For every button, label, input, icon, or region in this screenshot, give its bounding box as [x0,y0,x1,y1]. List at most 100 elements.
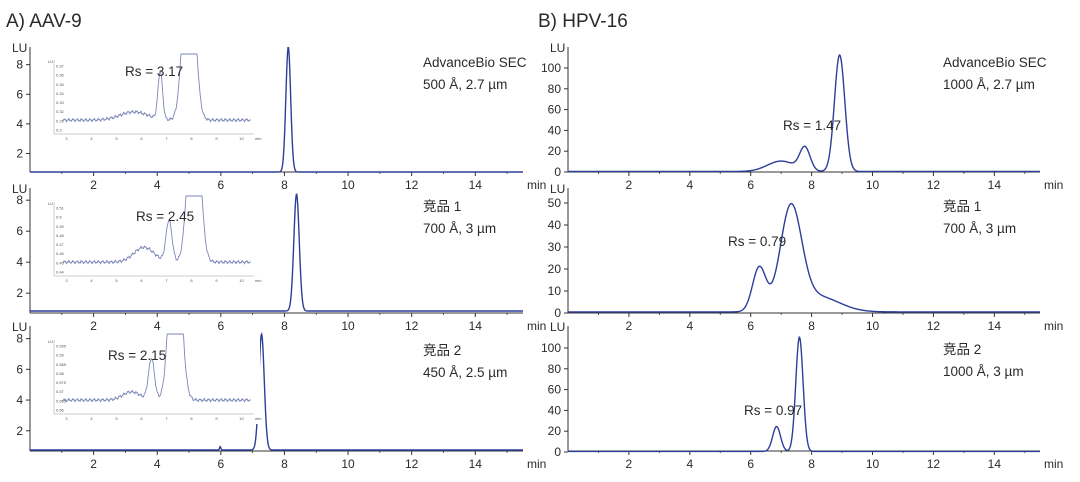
inset-x-tick: 4 [90,278,93,283]
y-axis-label: LU [550,320,565,334]
inset-y-tick: 0.57 [56,389,65,394]
column-name-label: 竞品 2 [423,342,461,358]
inset-x-tick: 4 [90,416,93,421]
chromatogram-trace [568,202,1040,313]
inset-y-tick: 0.48 [56,233,65,238]
y-axis-label: LU [12,320,27,334]
inset-x-tick: 7 [165,136,168,141]
y-tick-label: 80 [548,82,562,96]
resolution-label: Rs = 0.79 [728,234,786,249]
inset-y-tick: 0.3 [56,128,62,133]
x-tick-label: 6 [747,319,754,333]
chromatogram-trace [30,193,523,312]
x-tick-label: 8 [808,178,815,192]
inset-x-unit: min [255,278,261,283]
y-tick-label: 80 [548,362,562,376]
chromatogram-trace [568,335,1040,453]
inset-chart: LU0.595 0.59 0.585 0.58 0.575 0.57 0.565 0.563 4… [42,333,261,424]
inset-x-tick: 10 [239,278,244,283]
chromatogram-trace [568,53,1040,173]
x-tick-label: 12 [405,178,419,192]
x-tick-label: 10 [866,457,880,471]
column-name-label: 竞品 1 [423,198,461,214]
x-tick-label: 10 [866,319,880,333]
inset-y-label: LU [48,339,53,344]
x-tick-label: 8 [808,319,815,333]
chart-panel-b2: LU 2 4 6 8 10 12 14 min 0 10 20 30 40 50 竞品 1 700 Å, 3 µ… [548,182,1064,333]
resolution-label: Rs = 1.47 [783,118,841,133]
resolution-label: Rs = 2.45 [136,209,194,224]
y-tick-label: 50 [548,196,562,210]
x-tick-label: 4 [154,319,161,333]
x-tick-label: 14 [469,178,483,192]
y-tick-label: 2 [16,146,23,160]
x-tick-label: 14 [988,319,1002,333]
x-tick-label: 14 [988,457,1002,471]
inset-x-tick: 5 [115,416,118,421]
x-tick-label: 8 [281,319,288,333]
y-tick-label: 8 [16,332,23,346]
x-tick-label: 12 [927,178,941,192]
column-spec-label: 700 Å, 3 µm [423,221,496,236]
x-tick-label: 14 [469,457,483,471]
inset-y-tick: 0.575 [56,380,67,385]
x-tick-label: 2 [626,319,633,333]
x-tick-label: 14 [469,319,483,333]
inset-y-tick: 0.33 [56,100,65,105]
x-axis-unit: min [1044,319,1063,333]
y-axis-label: LU [12,41,27,55]
x-axis-unit: min [1044,457,1063,471]
x-tick-label: 4 [154,178,161,192]
inset-x-tick: 4 [90,136,93,141]
inset-x-tick: 8 [190,278,193,283]
x-tick-label: 12 [927,319,941,333]
inset-y-tick: 0.59 [56,353,65,358]
y-tick-label: 20 [548,144,562,158]
x-tick-label: 4 [686,319,693,333]
x-tick-label: 12 [927,457,941,471]
inset-trace [62,53,251,123]
inset-y-tick: 0.45 [56,260,65,265]
inset-y-tick: 0.565 [56,398,67,403]
x-tick-label: 10 [341,178,355,192]
y-tick-label: 6 [16,362,23,376]
y-tick-label: 40 [548,403,562,417]
column-name-label: 竞品 1 [943,198,981,214]
inset-x-tick: 6 [140,416,143,421]
inset-y-tick: 0.44 [56,270,65,275]
y-tick-label: 6 [16,224,23,238]
x-tick-label: 6 [747,457,754,471]
panels: LU 2 4 6 8 10 12 14 min 2 4 6 8 AdvanceBio SEC 500 Å, … [12,41,1063,471]
section-title-a: A) AAV-9 [6,11,82,32]
y-tick-label: 4 [16,117,23,131]
y-tick-label: 20 [548,262,562,276]
column-name-label: AdvanceBio SEC [943,55,1047,70]
x-tick-label: 6 [217,319,224,333]
x-tick-label: 2 [626,178,633,192]
x-tick-label: 4 [154,457,161,471]
chromatogram-trace [30,46,523,173]
inset-y-tick: 0.31 [56,118,65,123]
y-tick-label: 0 [554,445,561,459]
inset-trace [62,195,251,265]
y-tick-label: 0 [554,306,561,320]
y-axis-label: LU [12,182,27,196]
section-title-b: B) HPV-16 [538,11,628,32]
x-tick-label: 10 [341,457,355,471]
column-spec-label: 1000 Å, 2.7 µm [943,77,1035,92]
inset-x-unit: min [255,136,261,141]
inset-x-tick: 8 [190,136,193,141]
y-tick-label: 40 [548,218,562,232]
x-tick-label: 2 [90,178,97,192]
x-tick-label: 12 [405,457,419,471]
inset-y-tick: 0.34 [56,91,65,96]
column-spec-label: 450 Å, 2.5 µm [423,365,507,380]
inset-x-tick: 5 [115,136,118,141]
y-tick-label: 4 [16,255,23,269]
inset-chart: LU0.51 0.5 0.49 0.48 0.47 0.46 0.45 0.443 4 5 6 7 8 9… [42,195,261,286]
y-tick-label: 40 [548,123,562,137]
resolution-label: Rs = 0.97 [744,403,802,418]
column-spec-label: 700 Å, 3 µm [943,221,1016,236]
